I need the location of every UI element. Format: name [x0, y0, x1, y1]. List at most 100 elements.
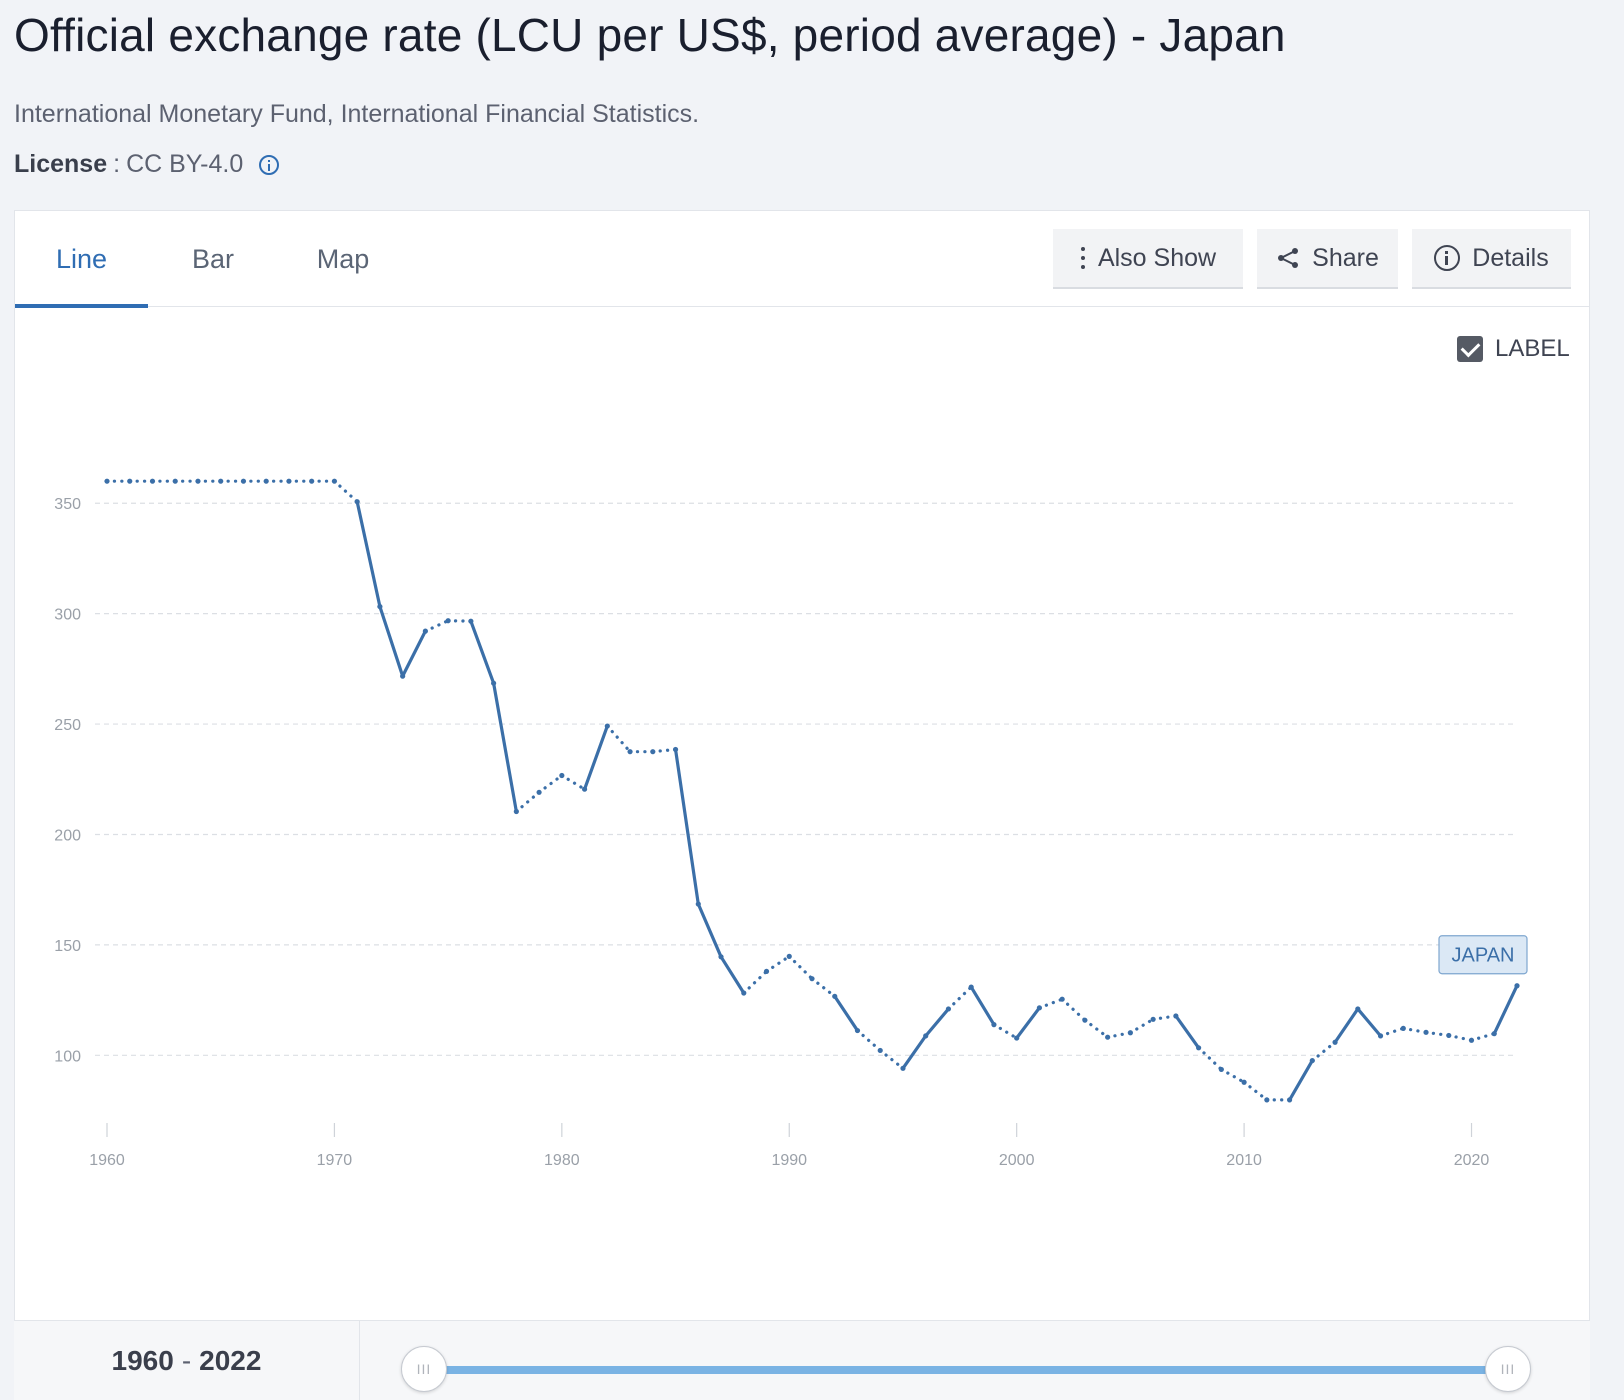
label-toggle[interactable]: LABEL: [1457, 335, 1570, 363]
data-point: [991, 1022, 997, 1028]
series-line-segment: [1287, 1058, 1314, 1102]
data-point: [422, 628, 428, 634]
series-line-segment: [1060, 997, 1087, 1022]
range-slider-end-handle[interactable]: III: [1485, 1346, 1531, 1392]
more-vertical-icon: [1080, 246, 1086, 270]
data-point: [286, 478, 292, 484]
data-point: [900, 1065, 906, 1071]
label-checkbox[interactable]: [1457, 336, 1483, 362]
series-line-segment: [878, 1048, 905, 1070]
series-line-segment: [946, 985, 973, 1011]
x-tick-label: 2020: [1454, 1152, 1490, 1169]
series-line-segment: [1492, 984, 1519, 1036]
data-point: [104, 478, 110, 484]
data-point: [741, 990, 747, 996]
x-tick-label: 1980: [544, 1152, 580, 1169]
data-point: [491, 680, 497, 686]
series-line-segment: [1037, 997, 1064, 1010]
details-label: Details: [1472, 243, 1549, 272]
data-point: [1082, 1017, 1088, 1023]
x-tick-label: 1990: [771, 1152, 807, 1169]
data-source: International Monetary Fund, Internation…: [14, 100, 700, 128]
series-line-segment: [1401, 1026, 1428, 1034]
data-point: [468, 618, 474, 624]
also-show-button[interactable]: Also Show: [1053, 229, 1243, 289]
y-tick-label: 100: [54, 1048, 81, 1065]
data-point: [832, 993, 838, 999]
data-point: [149, 478, 156, 484]
data-point: [1446, 1032, 1452, 1039]
data-point: [1468, 1037, 1475, 1043]
data-point: [559, 772, 565, 779]
share-icon: [1278, 248, 1299, 268]
data-point: [968, 984, 974, 990]
series-line-segment: [1151, 1014, 1178, 1021]
data-point: [309, 478, 315, 484]
year-range-label: 1960 - 2022: [14, 1321, 360, 1400]
tab-map[interactable]: Map: [316, 244, 370, 274]
series-line-segment: [1424, 1030, 1451, 1038]
data-point: [1264, 1097, 1270, 1103]
series-line-segment: [719, 955, 746, 995]
series-line-segment: [742, 969, 769, 995]
line-chart: 100 150 200 250 300 350 1960 1970 1980 1990 2000 20…: [54, 478, 1528, 1169]
license-info: License : CC BY-4.0: [14, 150, 280, 179]
series-line-segment: [469, 619, 496, 685]
license-label: License: [14, 150, 108, 178]
series-line-segment: [969, 985, 996, 1027]
details-button[interactable]: Details: [1412, 229, 1571, 289]
license-separator: :: [113, 150, 121, 178]
data-point: [1423, 1029, 1429, 1035]
data-point: [1241, 1079, 1247, 1085]
series-line-segment: [378, 604, 405, 678]
data-point: [945, 1006, 952, 1012]
tab-bar[interactable]: Bar: [191, 244, 235, 274]
series-line-segment: [1197, 1046, 1223, 1072]
data-point: [1514, 983, 1520, 989]
data-point: [1059, 996, 1065, 1002]
series-line-segment: [582, 724, 609, 791]
data-point: [1491, 1031, 1497, 1037]
license-info-icon[interactable]: [259, 154, 280, 175]
series-line-segment: [1447, 1033, 1474, 1042]
data-point: [127, 478, 133, 484]
range-separator: -: [181, 1345, 192, 1376]
x-tick-label: 2010: [1226, 1152, 1262, 1169]
series-line-segment: [1242, 1080, 1269, 1102]
share-button[interactable]: Share: [1257, 229, 1398, 289]
series-end-label: JAPAN: [1452, 945, 1515, 967]
series-line-segment: [810, 977, 837, 998]
tab-line[interactable]: Line: [15, 211, 148, 308]
data-point: [1355, 1006, 1361, 1012]
data-point: [1150, 1016, 1156, 1022]
series-line-segment: [1310, 1040, 1337, 1063]
data-point: [763, 968, 770, 974]
data-point: [627, 749, 633, 755]
data-point: [877, 1047, 883, 1054]
series-line-segment: [651, 747, 678, 754]
range-end: 2022: [199, 1345, 262, 1376]
series-line-segment: [537, 773, 564, 794]
y-tick-label: 150: [54, 938, 81, 955]
share-label: Share: [1312, 243, 1379, 272]
data-point: [1173, 1013, 1179, 1019]
chart-card: Line Bar Map Also Show Share Details LAB…: [14, 210, 1590, 1400]
range-slider-start-handle[interactable]: III: [401, 1346, 447, 1392]
x-tick-label: 1960: [89, 1152, 125, 1169]
series-line-segment: [1333, 1007, 1360, 1044]
y-tick-label: 350: [54, 496, 81, 513]
data-point: [1332, 1039, 1338, 1045]
series-line-segment: [992, 1023, 1019, 1040]
data-point: [809, 976, 815, 982]
data-point: [1014, 1035, 1020, 1041]
range-slider-track[interactable]: [434, 1366, 1508, 1374]
series-line-segment: [423, 619, 450, 633]
series-line-segment: [560, 773, 587, 791]
series-line-segment: [787, 954, 814, 981]
data-point: [1400, 1025, 1406, 1031]
series-line-segment: [696, 902, 723, 959]
data-point: [331, 478, 338, 484]
series-line-segment: [1106, 1031, 1132, 1039]
series-line-segment: [332, 479, 359, 504]
series-line-segment: [492, 681, 518, 814]
